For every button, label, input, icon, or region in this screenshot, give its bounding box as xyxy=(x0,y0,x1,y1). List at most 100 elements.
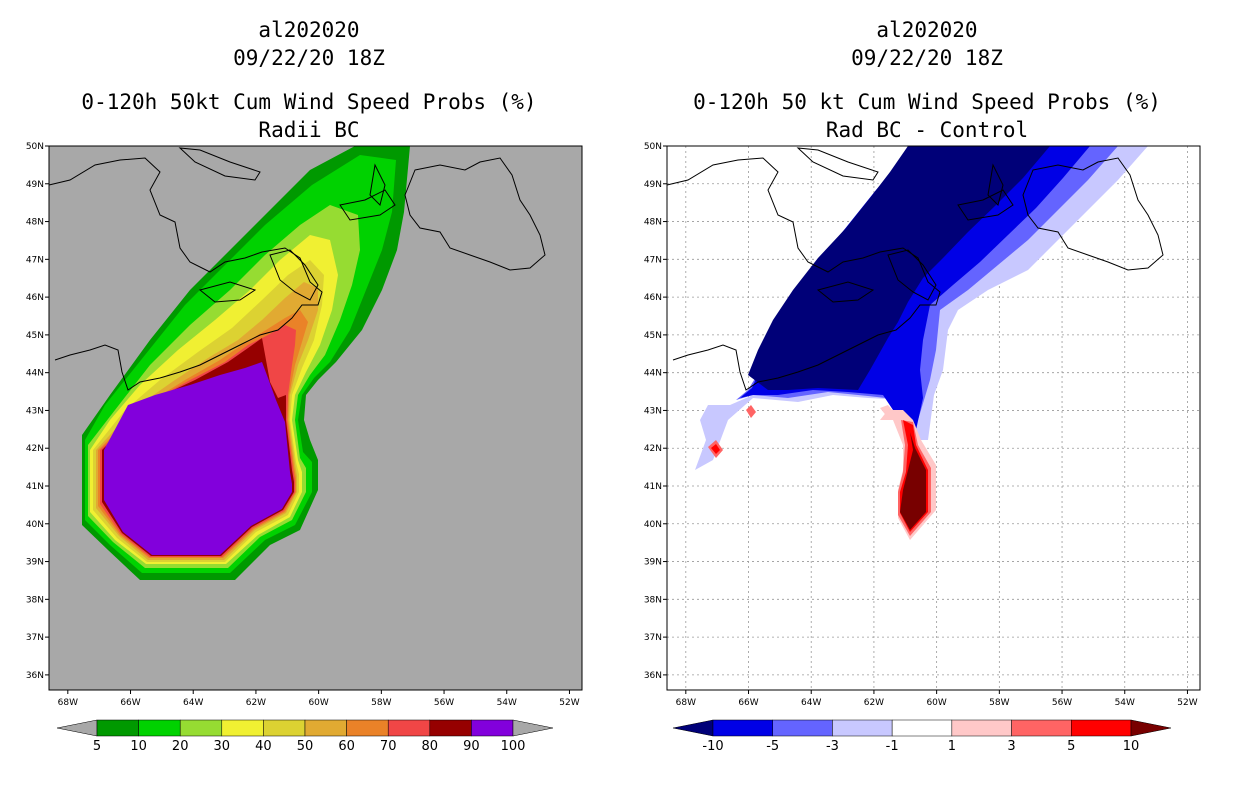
y-tick-label: 46N xyxy=(26,293,44,303)
y-tick-label: 44N xyxy=(26,369,44,379)
contour-90 xyxy=(104,362,292,555)
y-tick-label: 47N xyxy=(644,255,662,265)
colorbar-swatch xyxy=(1071,719,1132,737)
y-tick-label: 39N xyxy=(26,558,44,568)
y-tick-label: 45N xyxy=(26,331,44,341)
panel-radii-bc: al202020 09/22/20 18Z 0-120h 50kt Cum Wi… xyxy=(26,18,583,754)
colorbar-swatch xyxy=(138,719,181,737)
contour-pos10 xyxy=(900,432,926,530)
colorbar-label: 60 xyxy=(338,739,355,754)
coastlines xyxy=(48,147,546,391)
date-title: 09/22/20 18Z xyxy=(851,46,1003,70)
colorbar-label: 3 xyxy=(1007,739,1015,754)
colorbar-swatch xyxy=(429,719,472,737)
y-tick-label: 46N xyxy=(644,293,662,303)
colorbar-label: 30 xyxy=(214,739,231,754)
x-tick-label: 54W xyxy=(497,698,517,708)
colorbar-label: 1 xyxy=(948,739,956,754)
contour-pos-small-d xyxy=(880,405,894,418)
y-tick-label: 48N xyxy=(644,218,662,228)
y-tick-label: 48N xyxy=(26,218,44,228)
x-tick-label: 68W xyxy=(58,698,78,708)
colorbar-label: 10 xyxy=(130,739,147,754)
colorbar-swatch xyxy=(951,719,1012,737)
colorbar-swatch xyxy=(712,719,773,737)
contour-pos-small-b xyxy=(711,444,720,454)
storm-id-title: al202020 xyxy=(258,18,360,42)
colorbar-swatch xyxy=(891,719,953,737)
colorbar-swatch xyxy=(1011,719,1072,737)
x-tick-label: 60W xyxy=(308,698,328,708)
subtitle: Radii BC xyxy=(258,118,360,142)
colorbar-swatch xyxy=(471,719,514,737)
colorbar: 5 10 20 30 40 50 60 70 80 90 100 xyxy=(56,719,554,754)
x-tick-label: 54W xyxy=(1115,698,1135,708)
colorbar-swatch xyxy=(263,719,306,737)
x-tick-label: 64W xyxy=(801,698,821,708)
y-tick-label: 41N xyxy=(26,482,44,492)
y-tick-label: 37N xyxy=(26,633,44,643)
y-tick-label: 43N xyxy=(644,406,662,416)
y-tick-label: 38N xyxy=(644,595,662,605)
colorbar-label: -5 xyxy=(766,739,779,754)
x-tick-label: 66W xyxy=(120,698,140,708)
colorbar-label: 20 xyxy=(172,739,189,754)
subtitle: Rad BC - Control xyxy=(825,118,1029,142)
y-tick-label: 37N xyxy=(644,633,662,643)
colorbar-label: 40 xyxy=(255,739,272,754)
y-tick-label: 50N xyxy=(26,142,44,152)
prob-contours xyxy=(82,146,410,580)
x-tick-label: 52W xyxy=(1177,698,1197,708)
panel-rad-bc-minus-control: al202020 09/22/20 18Z 0-120h 50 kt Cum W… xyxy=(618,0,1236,800)
colorbar-swatch xyxy=(346,719,389,737)
y-tick-label: 47N xyxy=(26,255,44,265)
colorbar-under-triangle xyxy=(672,719,714,737)
y-tick-label: 41N xyxy=(644,482,662,492)
axis-ticks: 68W 66W 64W 62W 60W 58W 56W 54W 52W 50N 49N 48N 47N 4… xyxy=(644,142,1198,708)
x-tick-label: 62W xyxy=(246,698,266,708)
colorbar-label: 5 xyxy=(93,739,101,754)
x-tick-label: 56W xyxy=(434,698,454,708)
colorbar-swatch xyxy=(221,719,264,737)
storm-id-title: al202020 xyxy=(876,18,978,42)
contour-pos-small-c xyxy=(746,405,756,418)
colorbar-swatch xyxy=(96,719,139,737)
map-frame xyxy=(48,145,583,691)
colorbar-label: 100 xyxy=(501,739,526,754)
x-tick-label: 66W xyxy=(738,698,758,708)
colorbar-label: 80 xyxy=(422,739,439,754)
y-tick-label: 43N xyxy=(26,406,44,416)
colorbar-label: 70 xyxy=(380,739,397,754)
y-tick-label: 49N xyxy=(644,180,662,190)
colorbar-label: -3 xyxy=(826,739,839,754)
diff-contours xyxy=(695,146,1148,540)
y-tick-label: 50N xyxy=(644,142,662,152)
y-tick-label: 42N xyxy=(644,444,662,454)
colorbar-swatch xyxy=(179,719,223,737)
colorbar-label: -1 xyxy=(886,739,899,754)
y-tick-label: 36N xyxy=(26,671,44,681)
colorbar-label: -10 xyxy=(702,739,723,754)
y-tick-label: 40N xyxy=(644,520,662,530)
y-tick-label: 45N xyxy=(644,331,662,341)
y-tick-label: 49N xyxy=(26,180,44,190)
y-tick-label: 39N xyxy=(644,558,662,568)
date-title: 09/22/20 18Z xyxy=(233,46,385,70)
x-tick-label: 52W xyxy=(559,698,579,708)
y-tick-label: 42N xyxy=(26,444,44,454)
map-left: 68W 66W 64W 62W 60W 58W 56W 54W 52W 50N 49N 48N 47N 4… xyxy=(26,142,583,754)
product-title: 0-120h 50 kt Cum Wind Speed Probs (%) xyxy=(693,90,1161,114)
product-title: 0-120h 50kt Cum Wind Speed Probs (%) xyxy=(81,90,537,114)
colorbar-swatch xyxy=(832,719,893,737)
map-right: 68W 66W 64W 62W 60W 58W 56W 54W 52W 50N 49N 48N 47N 4… xyxy=(644,142,1201,754)
x-tick-label: 60W xyxy=(926,698,946,708)
colorbar-swatch xyxy=(772,719,833,737)
x-tick-label: 58W xyxy=(989,698,1009,708)
contour-neg10 xyxy=(748,146,1050,390)
y-tick-label: 36N xyxy=(644,671,662,681)
colorbar: -10 -5 -3 -1 1 3 5 10 xyxy=(672,719,1172,754)
y-tick-label: 40N xyxy=(26,520,44,530)
colorbar-label: 50 xyxy=(297,739,314,754)
colorbar-label: 5 xyxy=(1067,739,1075,754)
x-tick-label: 56W xyxy=(1052,698,1072,708)
